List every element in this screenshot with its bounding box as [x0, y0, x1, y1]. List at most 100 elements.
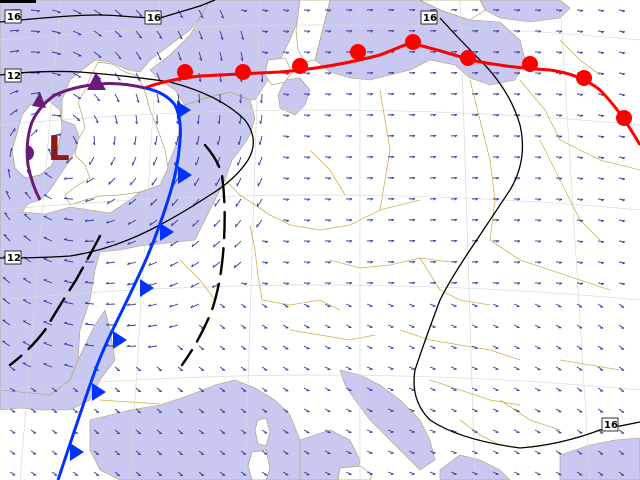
- wind-arrow-head: [538, 261, 542, 264]
- wind-arrow: [471, 177, 479, 179]
- wind-arrow: [618, 51, 625, 54]
- wind-arrow: [30, 72, 41, 74]
- wind-arrow: [219, 366, 226, 371]
- wind-arrow: [324, 471, 331, 475]
- wind-arrow-head: [349, 177, 353, 180]
- wind-arrow: [72, 93, 82, 99]
- wind-arrow: [89, 156, 95, 166]
- wind-arrow: [156, 366, 163, 371]
- border-france-germany: [249, 224, 263, 301]
- wind-arrow-head: [328, 198, 332, 201]
- wind-arrow: [492, 387, 499, 391]
- wind-arrow: [127, 240, 137, 245]
- wind-arrow: [387, 303, 394, 307]
- wind-arrow-head: [147, 345, 151, 348]
- wind-arrow: [597, 51, 605, 54]
- wind-arrow-head: [349, 282, 353, 285]
- wind-arrow-head: [126, 344, 130, 347]
- wind-arrow: [576, 429, 583, 434]
- wind-arrow-head: [412, 261, 416, 264]
- wind-arrow: [72, 30, 82, 36]
- border-balkans-2: [429, 379, 521, 406]
- wind-arrow: [135, 450, 142, 455]
- wind-arrow: [534, 303, 541, 308]
- wind-arrow-head: [391, 135, 395, 138]
- wind-arrow: [597, 240, 605, 243]
- wind-arrow-head: [212, 285, 215, 289]
- wind-arrow: [105, 282, 116, 285]
- wind-arrow: [555, 471, 562, 476]
- wind-arrow-head: [24, 191, 28, 194]
- wind-arrow-head: [580, 177, 584, 181]
- wind-arrow: [23, 235, 32, 242]
- wind-arrow-head: [37, 31, 41, 34]
- wind-arrow-head: [307, 30, 311, 33]
- cold-front-triangle: [92, 383, 106, 401]
- wind-arrow-head: [84, 301, 88, 304]
- wind-arrow-head: [391, 156, 395, 159]
- wind-arrow: [72, 408, 79, 413]
- wind-arrow: [450, 324, 457, 328]
- wind-arrow: [429, 92, 437, 95]
- wind-arrow: [597, 471, 604, 476]
- wind-arrow-head: [64, 342, 68, 345]
- wind-arrow: [408, 387, 415, 391]
- wind-arrow-head: [412, 240, 416, 243]
- wind-arrow-head: [105, 302, 109, 305]
- isobar-label-16-topmid: 16: [144, 10, 162, 25]
- wind-arrow-head: [179, 15, 184, 18]
- wind-arrow-head: [265, 241, 269, 244]
- wind-arrow: [366, 450, 373, 454]
- wind-arrow-head: [286, 240, 290, 244]
- wind-arrow-head: [328, 30, 332, 33]
- wind-arrow: [177, 471, 184, 476]
- wind-arrow: [43, 300, 53, 305]
- wind-arrow-head: [328, 282, 332, 285]
- wind-arrow-head: [517, 30, 521, 33]
- wind-arrow: [156, 471, 163, 476]
- wind-arrow: [513, 324, 520, 328]
- wind-arrow-head: [213, 223, 216, 227]
- wind-arrow: [387, 219, 395, 221]
- wind-arrow: [471, 9, 479, 11]
- wind-arrow-head: [155, 121, 158, 125]
- wind-arrow-head: [74, 141, 78, 145]
- wind-arrow: [618, 72, 625, 75]
- wind-arrow: [169, 303, 179, 308]
- graticule-lon-3: [244, 0, 261, 480]
- warm-front-semicircle: [460, 50, 476, 66]
- wind-arrow-head: [307, 261, 311, 264]
- wind-arrow: [240, 345, 247, 350]
- low-pressure-center: L: [48, 129, 70, 169]
- wind-arrow-head: [58, 133, 62, 137]
- wind-arrow: [597, 177, 605, 180]
- wind-arrow: [492, 429, 499, 433]
- wind-arrow-head: [517, 219, 521, 222]
- wind-arrow-head: [307, 72, 311, 75]
- wind-arrow-head: [580, 261, 584, 265]
- wind-arrow: [387, 324, 394, 328]
- scandinavia: [295, 0, 331, 63]
- border-balkans-1: [399, 329, 521, 361]
- wind-arrow-head: [221, 16, 224, 19]
- wind-arrow: [240, 429, 247, 434]
- wind-arrow: [148, 261, 158, 267]
- wind-arrow-head: [601, 10, 605, 13]
- wind-arrow-head: [454, 72, 458, 75]
- wind-arrow: [219, 9, 225, 19]
- wind-arrow-head: [370, 177, 374, 180]
- wind-arrow: [194, 177, 200, 187]
- sardinia: [247, 449, 271, 480]
- wind-arrow-head: [265, 262, 269, 265]
- warm-front-semicircle: [405, 34, 421, 50]
- wind-arrow: [534, 387, 541, 392]
- wind-arrow: [261, 51, 269, 53]
- wind-arrow: [282, 429, 289, 434]
- wind-arrow: [259, 135, 263, 145]
- wind-arrow-head: [174, 141, 177, 146]
- wind-arrow: [219, 30, 224, 40]
- wind-arrow: [597, 30, 605, 33]
- wind-arrow: [93, 93, 101, 102]
- warm-front-line: [144, 41, 640, 146]
- wind-arrow: [618, 303, 625, 308]
